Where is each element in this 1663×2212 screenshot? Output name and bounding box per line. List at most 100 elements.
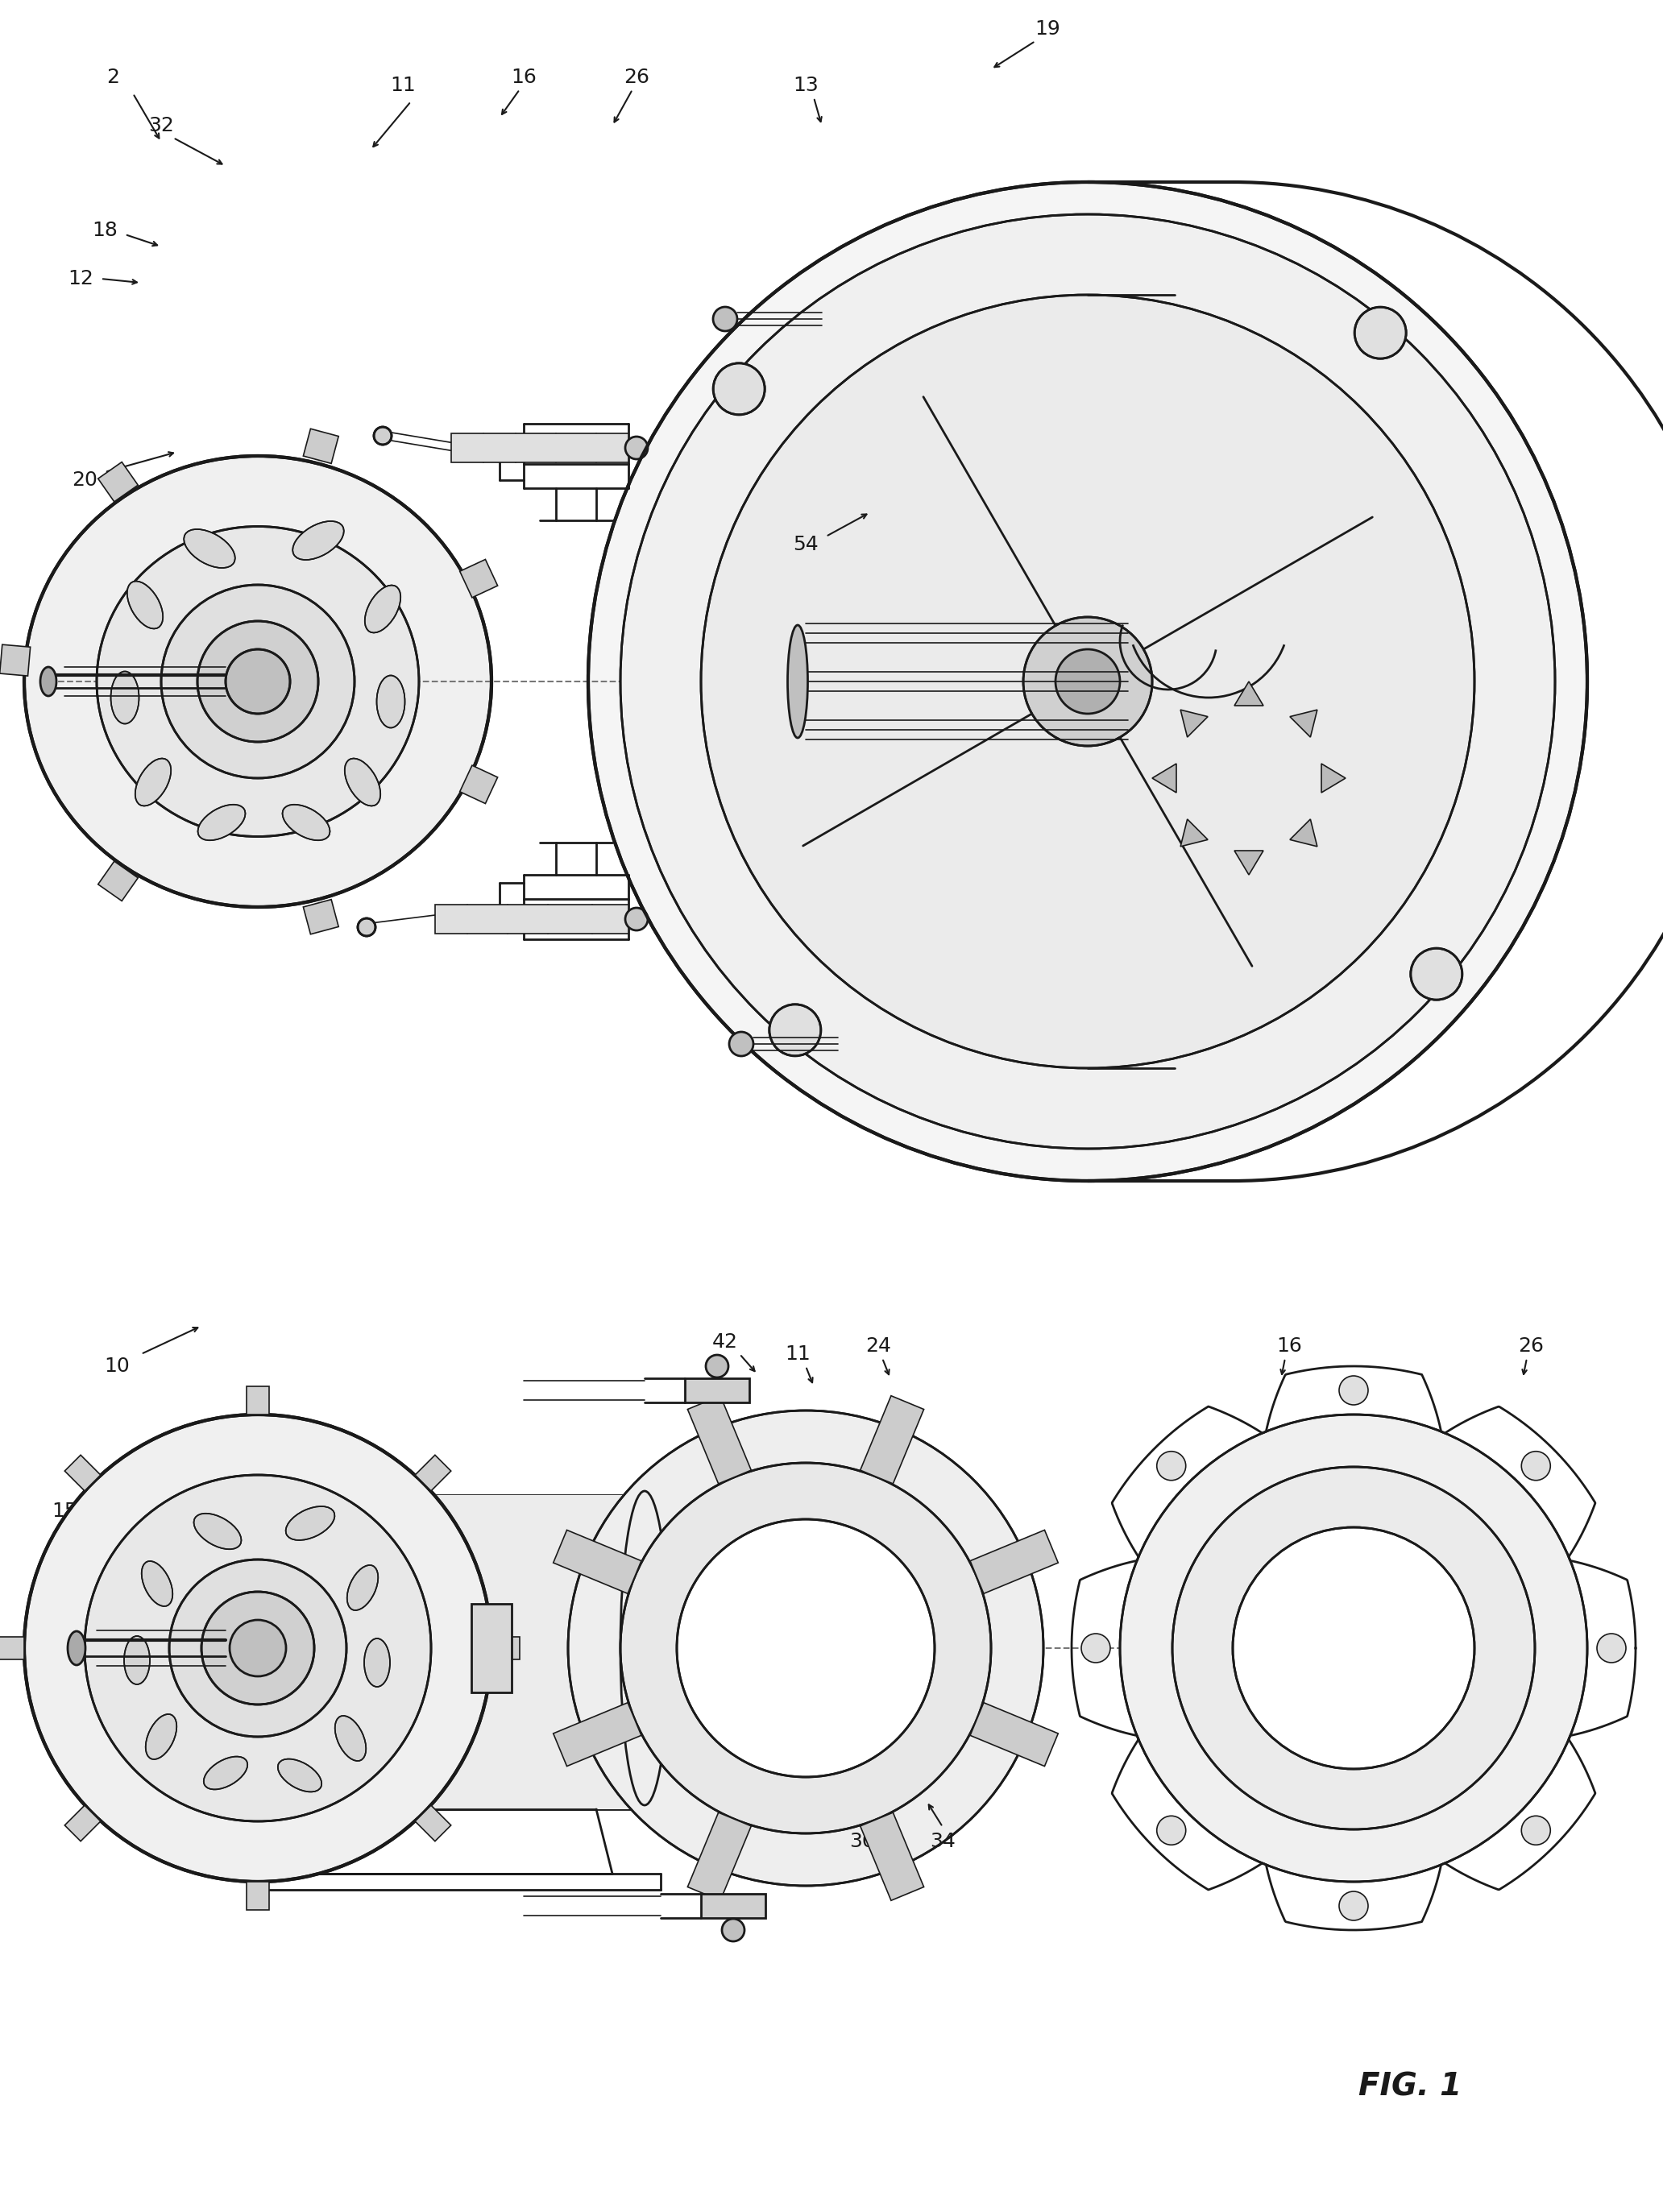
Polygon shape (1322, 763, 1345, 792)
Text: 10: 10 (105, 1356, 130, 1376)
Text: 24: 24 (865, 1336, 891, 1356)
Ellipse shape (278, 1759, 321, 1792)
Ellipse shape (334, 1717, 366, 1761)
Ellipse shape (40, 668, 57, 697)
Circle shape (702, 294, 1475, 1068)
Text: 28: 28 (688, 1551, 713, 1568)
Circle shape (198, 622, 318, 741)
Text: 30: 30 (850, 1832, 875, 1851)
Circle shape (770, 1004, 822, 1055)
Ellipse shape (203, 1756, 248, 1790)
Polygon shape (1234, 852, 1264, 874)
Ellipse shape (126, 582, 163, 628)
Circle shape (1056, 650, 1119, 714)
Ellipse shape (625, 436, 649, 460)
Polygon shape (1152, 763, 1176, 792)
Polygon shape (687, 1812, 752, 1900)
Circle shape (569, 1411, 1043, 1887)
Polygon shape (303, 900, 339, 933)
Ellipse shape (344, 759, 381, 805)
Polygon shape (436, 905, 629, 933)
Ellipse shape (198, 805, 246, 841)
Text: 54: 54 (793, 535, 818, 555)
Text: 32: 32 (148, 115, 175, 135)
Text: 18: 18 (52, 1615, 76, 1635)
Polygon shape (1181, 818, 1207, 847)
Ellipse shape (378, 675, 404, 728)
Ellipse shape (141, 1562, 173, 1606)
Text: 16: 16 (511, 69, 537, 86)
Ellipse shape (364, 586, 401, 633)
Polygon shape (246, 1387, 269, 1413)
Text: FIG. 2: FIG. 2 (1359, 1778, 1462, 1809)
Circle shape (1172, 1467, 1535, 1829)
Ellipse shape (135, 759, 171, 805)
Text: FIG. 1: FIG. 1 (1359, 2073, 1462, 2101)
Polygon shape (416, 1455, 451, 1491)
Text: 19: 19 (1034, 20, 1061, 38)
Polygon shape (860, 1396, 925, 1484)
Polygon shape (685, 1378, 750, 1402)
Text: 15: 15 (52, 1502, 76, 1522)
Circle shape (1157, 1816, 1186, 1845)
Polygon shape (451, 434, 629, 462)
Circle shape (1081, 1635, 1111, 1663)
Circle shape (1232, 1526, 1475, 1770)
Text: 10: 10 (229, 575, 254, 595)
Circle shape (1339, 1891, 1369, 1920)
Ellipse shape (125, 1637, 150, 1683)
Circle shape (85, 1475, 431, 1820)
Circle shape (229, 1619, 286, 1677)
Text: 20: 20 (72, 471, 98, 489)
Polygon shape (1234, 681, 1264, 706)
Ellipse shape (293, 522, 344, 560)
Ellipse shape (348, 1566, 378, 1610)
Ellipse shape (195, 1513, 241, 1548)
Polygon shape (459, 560, 497, 597)
Polygon shape (65, 1805, 100, 1840)
Ellipse shape (722, 1918, 745, 1942)
Text: 12: 12 (52, 1655, 76, 1674)
Polygon shape (98, 462, 138, 502)
Circle shape (1119, 1413, 1587, 1882)
Ellipse shape (374, 427, 391, 445)
Ellipse shape (358, 918, 376, 936)
Ellipse shape (111, 672, 140, 723)
Ellipse shape (713, 307, 737, 332)
Circle shape (226, 650, 289, 714)
Polygon shape (970, 1531, 1058, 1593)
Polygon shape (1181, 710, 1207, 737)
Circle shape (25, 1413, 492, 1882)
Text: 14: 14 (52, 1719, 76, 1739)
Text: 18: 18 (91, 221, 118, 241)
Text: 12: 12 (68, 270, 93, 288)
Polygon shape (554, 1531, 642, 1593)
Polygon shape (970, 1703, 1058, 1765)
Polygon shape (246, 1882, 269, 1909)
Text: 42: 42 (712, 1332, 738, 1352)
Circle shape (620, 1462, 991, 1834)
Polygon shape (554, 1703, 642, 1765)
Circle shape (713, 363, 765, 414)
Polygon shape (492, 1637, 519, 1659)
Circle shape (1522, 1451, 1550, 1480)
Circle shape (1596, 1635, 1626, 1663)
Ellipse shape (185, 529, 234, 568)
Polygon shape (702, 1893, 765, 1918)
Circle shape (1410, 949, 1462, 1000)
Polygon shape (65, 1455, 100, 1491)
Polygon shape (1290, 818, 1317, 847)
Circle shape (1355, 307, 1407, 358)
Text: 20: 20 (52, 1575, 76, 1593)
Text: 11: 11 (785, 1345, 810, 1365)
Circle shape (170, 1559, 346, 1736)
Polygon shape (1290, 710, 1317, 737)
Text: 20: 20 (273, 1509, 299, 1528)
Ellipse shape (728, 1031, 753, 1055)
Ellipse shape (286, 1506, 334, 1540)
Text: 13: 13 (793, 75, 818, 95)
Ellipse shape (96, 526, 419, 836)
Polygon shape (266, 1495, 669, 1809)
Polygon shape (860, 1812, 925, 1900)
Text: 2: 2 (106, 69, 120, 86)
